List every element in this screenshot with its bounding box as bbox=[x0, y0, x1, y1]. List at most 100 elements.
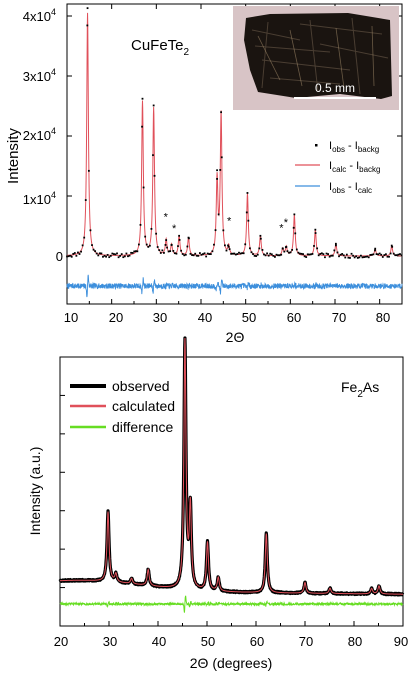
top-observed-point bbox=[391, 245, 394, 248]
top-observed-point bbox=[184, 253, 187, 256]
top-observed-point bbox=[206, 252, 209, 255]
top-observed-point bbox=[311, 253, 314, 255]
legend-observed-minus-background: Iobs - Ibackg bbox=[315, 140, 379, 154]
top-observed-point bbox=[308, 253, 311, 256]
top-observed-point bbox=[130, 251, 132, 254]
top-observed-peak-point bbox=[220, 111, 222, 114]
top-observed-point bbox=[324, 256, 326, 259]
top-observed-point bbox=[361, 256, 364, 259]
top-observed-point bbox=[189, 252, 192, 255]
top-observed-point bbox=[277, 254, 279, 257]
top-observed-point bbox=[195, 254, 198, 257]
top-observed-peak-point bbox=[86, 7, 89, 10]
top-observed-peak-point bbox=[285, 245, 288, 248]
top-observed-point bbox=[163, 251, 165, 254]
top-observed-point bbox=[142, 186, 145, 189]
top-observed-point bbox=[69, 254, 72, 257]
top-observed-point bbox=[288, 251, 290, 254]
bottom-x-tick-label-60: 60 bbox=[250, 634, 264, 649]
top-observed-point bbox=[244, 243, 247, 246]
top-observed-point bbox=[294, 232, 297, 235]
top-observed-point bbox=[263, 253, 265, 256]
top-observed-point bbox=[208, 253, 211, 255]
top-y-axis-label: Intensity bbox=[5, 128, 22, 184]
top-observed-peak-point bbox=[141, 97, 144, 100]
top-observed-point bbox=[167, 250, 170, 253]
top-observed-point bbox=[339, 253, 342, 256]
top-observed-point bbox=[258, 247, 261, 250]
top-x-tick-label-10: 10 bbox=[64, 310, 78, 325]
top-observed-point bbox=[134, 250, 137, 253]
top-observed-point bbox=[372, 253, 375, 256]
top-observed-point bbox=[306, 253, 309, 256]
top-observed-point bbox=[70, 255, 73, 258]
top-observed-point bbox=[395, 254, 398, 257]
top-observed-point bbox=[325, 252, 328, 255]
top-observed-point bbox=[364, 255, 367, 258]
top-observed-point bbox=[164, 244, 167, 246]
top-observed-point bbox=[236, 253, 239, 255]
top-observed-point bbox=[227, 244, 229, 247]
top-observed-point bbox=[392, 252, 395, 255]
top-observed-point bbox=[242, 252, 245, 255]
top-observed-point bbox=[300, 252, 303, 255]
top-observed-point bbox=[177, 245, 179, 248]
top-observed-point bbox=[166, 246, 168, 249]
top-observed-point bbox=[133, 250, 136, 253]
top-observed-point bbox=[203, 252, 206, 255]
top-observed-point bbox=[105, 255, 107, 258]
top-observed-point bbox=[302, 253, 304, 256]
bottom-x-tick-label-20: 20 bbox=[54, 634, 68, 649]
top-observed-point bbox=[144, 235, 147, 238]
top-observed-point bbox=[333, 249, 336, 252]
top-observed-point bbox=[150, 227, 153, 230]
top-observed-peak-point bbox=[374, 247, 377, 250]
top-observed-point bbox=[89, 229, 92, 232]
top-observed-point bbox=[320, 252, 323, 255]
top-observed-point bbox=[94, 250, 97, 253]
top-observed-point bbox=[103, 254, 106, 257]
top-x-tick-label-30: 30 bbox=[153, 310, 167, 325]
top-observed-peak-point bbox=[187, 236, 190, 239]
legend-difference-text: difference bbox=[112, 419, 173, 435]
top-observed-point bbox=[169, 250, 172, 253]
top-observed-point bbox=[256, 253, 259, 256]
top-observed-peak-point bbox=[281, 247, 284, 250]
top-observed-peak-point bbox=[170, 244, 173, 246]
top-observed-point bbox=[220, 156, 223, 159]
crystal-photo-inset: 0.5 mm bbox=[233, 6, 399, 110]
top-observed-point bbox=[78, 253, 81, 255]
top-observed-point bbox=[297, 251, 300, 254]
top-observed-point bbox=[148, 244, 151, 247]
top-observed-point bbox=[375, 253, 378, 256]
top-observed-point bbox=[91, 244, 93, 247]
top-observed-point bbox=[216, 169, 218, 172]
top-observed-point bbox=[291, 248, 294, 251]
top-observed-point bbox=[250, 251, 253, 254]
top-observed-point bbox=[77, 251, 79, 254]
top-observed-point bbox=[156, 246, 159, 248]
top-observed-point bbox=[224, 244, 226, 247]
top-observed-peak-point bbox=[390, 244, 393, 247]
top-observed-point bbox=[360, 254, 362, 257]
top-observed-point bbox=[128, 254, 131, 257]
top-observed-point bbox=[231, 252, 234, 255]
top-observed-point bbox=[349, 257, 351, 259]
top-observed-point bbox=[180, 249, 183, 252]
bottom-x-tick-label-40: 40 bbox=[152, 634, 166, 649]
top-observed-peak-point bbox=[293, 213, 296, 216]
top-observed-point bbox=[230, 252, 233, 255]
top-observed-point bbox=[214, 229, 217, 232]
top-observed-point bbox=[75, 254, 78, 257]
top-observed-point bbox=[161, 249, 164, 252]
top-x-tick-label-20: 20 bbox=[109, 310, 123, 325]
top-observed-point bbox=[280, 253, 283, 256]
top-observed-point bbox=[397, 253, 400, 256]
top-observed-point bbox=[139, 223, 142, 226]
top-observed-point bbox=[194, 252, 197, 255]
legend-item-observed: observed bbox=[70, 378, 170, 394]
top-observed-point bbox=[266, 252, 269, 255]
top-observed-point bbox=[136, 250, 139, 253]
bottom-y-axis-label: Intensity (a.u.) bbox=[27, 447, 43, 536]
top-observed-point bbox=[87, 169, 90, 172]
